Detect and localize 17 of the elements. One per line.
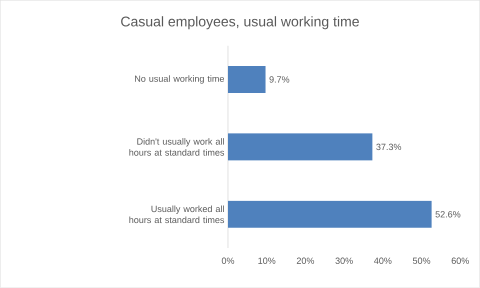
data-label: 37.3% (376, 144, 402, 150)
data-label: 52.6% (436, 211, 460, 218)
x-tick-label: 60% (452, 258, 469, 264)
bar (228, 66, 266, 94)
chart-title: Casual employees, usual working time (121, 16, 359, 30)
y-tick-label: Usually worked all hours at standard times (129, 206, 224, 224)
x-tick-label: 50% (412, 258, 430, 264)
x-tick-label: 40% (374, 258, 392, 264)
x-tick-label: 20% (296, 258, 314, 264)
y-tick-label: No usual working time (135, 75, 224, 84)
x-tick-label: 10% (258, 258, 276, 264)
x-tick-label: 30% (335, 258, 353, 264)
bar (228, 200, 432, 228)
data-label: 9.7% (270, 76, 290, 83)
bar (228, 134, 372, 160)
x-tick-label: 0% (222, 258, 234, 264)
y-tick-label: Didn't usually work all hours at standard times (129, 138, 224, 156)
